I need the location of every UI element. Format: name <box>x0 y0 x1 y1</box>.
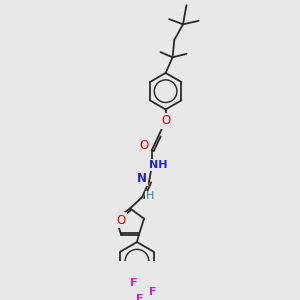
Text: O: O <box>139 140 148 152</box>
Text: F: F <box>130 278 137 288</box>
Text: O: O <box>161 114 170 127</box>
Text: H: H <box>146 191 154 201</box>
Text: O: O <box>117 214 126 227</box>
Text: F: F <box>136 294 143 300</box>
Text: F: F <box>149 286 156 297</box>
Text: N: N <box>137 172 147 185</box>
Text: NH: NH <box>148 160 167 170</box>
